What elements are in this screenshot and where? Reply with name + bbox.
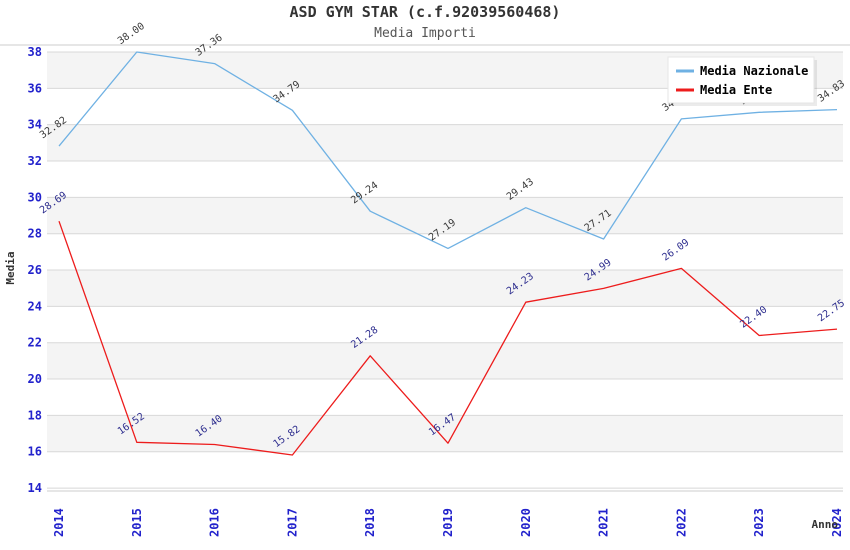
x-tick-label: 2017 (285, 508, 299, 537)
y-axis-title: Media (4, 251, 17, 284)
y-tick-label: 34 (28, 118, 42, 132)
y-tick-label: 36 (28, 81, 42, 95)
x-tick-label: 2018 (363, 508, 377, 537)
y-tick-label: 22 (28, 336, 42, 350)
x-tick-label: 2021 (597, 508, 611, 537)
grid-band (47, 124, 843, 162)
grid-band (47, 197, 843, 234)
x-tick-label: 2015 (130, 508, 144, 537)
y-tick-label: 26 (28, 263, 42, 277)
legend-box (667, 56, 815, 104)
point-label: 22.40 (738, 304, 769, 330)
legend-label-1: Media Ente (700, 83, 772, 97)
y-tick-label: 16 (28, 445, 42, 459)
y-tick-label: 14 (28, 481, 42, 495)
y-tick-label: 24 (28, 299, 42, 313)
x-axis-title: Anno (812, 518, 839, 531)
x-tick-label: 2023 (752, 508, 766, 537)
y-tick-label: 30 (28, 190, 42, 204)
series-line-media-nazionale (58, 51, 838, 250)
y-tick-label: 18 (28, 408, 42, 422)
grid-band (47, 415, 843, 452)
x-tick-label: 2019 (441, 508, 455, 537)
y-tick-label: 32 (28, 154, 42, 168)
x-tick-label: 2016 (208, 508, 222, 537)
x-tick-label: 2022 (674, 508, 688, 537)
chart-subtitle: Media Importi (374, 26, 476, 41)
grid-band (47, 342, 843, 380)
series-line-media-ente (58, 220, 838, 456)
y-tick-label: 20 (28, 372, 42, 386)
chart-title: ASD GYM STAR (c.f.92039560468) (290, 3, 561, 21)
x-tick-label: 2020 (519, 508, 533, 537)
legend-label-0: Media Nazionale (700, 64, 808, 78)
y-tick-label: 38 (28, 45, 42, 59)
point-label: 38.00 (116, 21, 147, 47)
point-label: 26.09 (660, 237, 691, 263)
x-tick-label: 2024 (830, 508, 844, 537)
grid-band (47, 270, 843, 307)
y-tick-label: 28 (28, 227, 42, 241)
x-tick-label: 2014 (52, 508, 66, 537)
